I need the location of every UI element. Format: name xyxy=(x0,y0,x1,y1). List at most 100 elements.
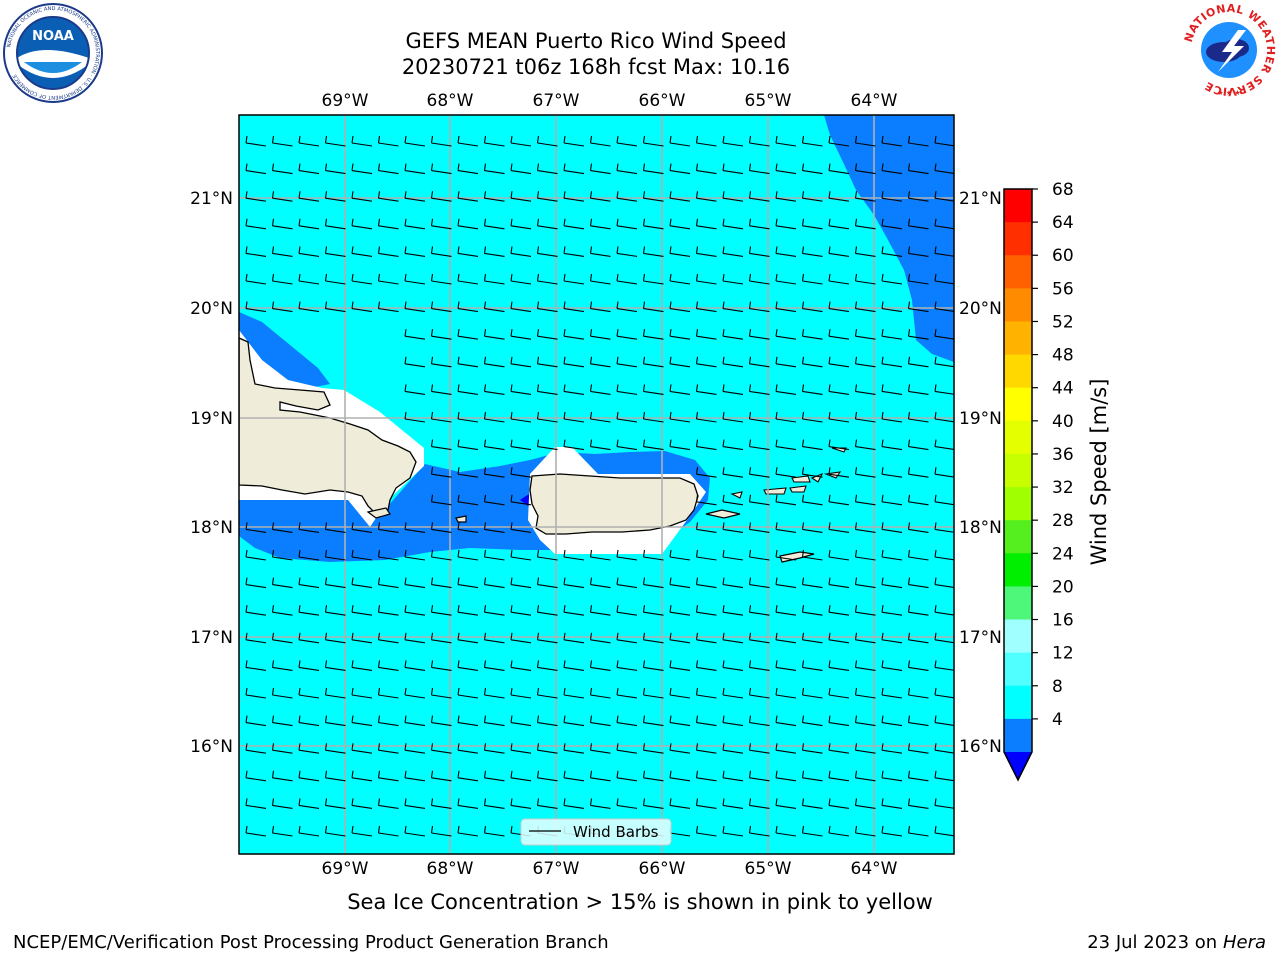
wind-barb xyxy=(775,715,797,727)
wind-barb xyxy=(324,163,346,175)
wind-barb xyxy=(457,522,479,533)
wind-barb xyxy=(669,798,691,809)
wind-barb xyxy=(828,632,850,644)
wind-barb xyxy=(324,135,346,147)
wind-barb xyxy=(828,301,850,313)
colorbar-tick-label: 24 xyxy=(1052,544,1074,564)
wind-barb xyxy=(775,467,797,478)
wind-barb xyxy=(881,329,903,340)
wind-barb xyxy=(854,494,876,506)
wind-barb xyxy=(775,439,797,451)
wind-barb xyxy=(854,632,876,644)
wind-barb xyxy=(351,135,373,147)
wind-barb xyxy=(748,218,770,230)
wind-barb xyxy=(404,743,426,754)
wind-barb xyxy=(430,522,452,533)
wind-barb xyxy=(298,743,320,754)
wind-barb xyxy=(404,660,426,671)
wind-barb xyxy=(881,770,903,782)
wind-barb xyxy=(377,605,399,616)
wind-barb xyxy=(271,191,293,202)
wind-barb xyxy=(324,798,346,809)
wind-barb xyxy=(881,743,903,754)
wind-barb xyxy=(934,329,954,340)
wind-barb xyxy=(881,549,903,561)
wind-barb xyxy=(748,494,770,506)
lat-label-right: 19°N xyxy=(959,409,1002,429)
colorbar-frame xyxy=(1003,188,1033,782)
wind-barb xyxy=(934,273,954,285)
wind-barb xyxy=(589,798,611,809)
wind-barb xyxy=(563,246,585,257)
chart-subtitle-forecast: 20230721 t06z 168h fcst Max: 10.16 xyxy=(401,55,791,79)
wind-barb xyxy=(854,329,876,340)
wind-barb xyxy=(669,301,691,313)
wind-barb xyxy=(616,411,638,423)
wind-barb xyxy=(324,632,346,644)
wind-barb xyxy=(563,605,585,616)
wind-barb xyxy=(298,522,320,533)
wind-barb xyxy=(404,687,426,699)
map-frame xyxy=(238,114,955,855)
wind-barb xyxy=(483,163,505,175)
wind-barb xyxy=(907,798,929,809)
wind-barb xyxy=(722,798,744,809)
wind-barb xyxy=(934,660,954,671)
wind-barb xyxy=(881,384,903,395)
wind-barb xyxy=(298,825,320,837)
wind-barb xyxy=(828,605,850,616)
wind-barb xyxy=(775,825,797,837)
wind-barb xyxy=(881,356,903,368)
wind-barb xyxy=(589,743,611,754)
wind-barb xyxy=(536,743,558,754)
wind-barb xyxy=(642,605,664,616)
wind-barb xyxy=(510,687,532,699)
wind-barb xyxy=(457,632,479,644)
wind-barb xyxy=(801,494,823,506)
wind-barb xyxy=(536,798,558,809)
wind-barb xyxy=(536,163,558,175)
wind-barb xyxy=(828,273,850,285)
wind-barb xyxy=(457,605,479,616)
wind-barb xyxy=(483,577,505,589)
wind-barb xyxy=(695,467,717,478)
wind-barb xyxy=(748,605,770,616)
wind-barb xyxy=(907,605,929,616)
wind-barb xyxy=(934,301,954,313)
wind-barb xyxy=(324,687,346,699)
wind-barb xyxy=(271,135,293,147)
wind-barb xyxy=(298,770,320,782)
wind-barb xyxy=(907,411,929,423)
wind-barb xyxy=(934,632,954,644)
wind-barb xyxy=(563,577,585,589)
wind-barb xyxy=(907,246,929,257)
wind-barb xyxy=(430,191,452,202)
wind-barb xyxy=(854,467,876,478)
wind-barb xyxy=(616,577,638,589)
wind-barb xyxy=(430,632,452,644)
wind-barb xyxy=(881,715,903,727)
wind-barb xyxy=(669,163,691,175)
wind-barb xyxy=(377,522,399,533)
wind-barb xyxy=(404,715,426,727)
wind-barb xyxy=(881,218,903,230)
wind-barb xyxy=(722,191,744,202)
wind-barb xyxy=(271,273,293,285)
wind-barb xyxy=(748,467,770,478)
wind-barb xyxy=(430,715,452,727)
colorbar-tick-label: 68 xyxy=(1052,180,1074,200)
wind-barb xyxy=(510,660,532,671)
wind-barb xyxy=(907,439,929,451)
wind-barb xyxy=(430,411,452,423)
wind-barb xyxy=(881,825,903,837)
wind-barb xyxy=(801,246,823,257)
wind-barb xyxy=(881,246,903,257)
colorbar-tick-label: 20 xyxy=(1052,577,1074,597)
wind-barb xyxy=(404,632,426,644)
wind-barb xyxy=(536,605,558,616)
colorbar-segment xyxy=(1004,420,1032,455)
lat-label-left: 21°N xyxy=(190,189,233,209)
wind-barb xyxy=(483,605,505,616)
wind-barb xyxy=(324,273,346,285)
wind-barb xyxy=(669,384,691,395)
